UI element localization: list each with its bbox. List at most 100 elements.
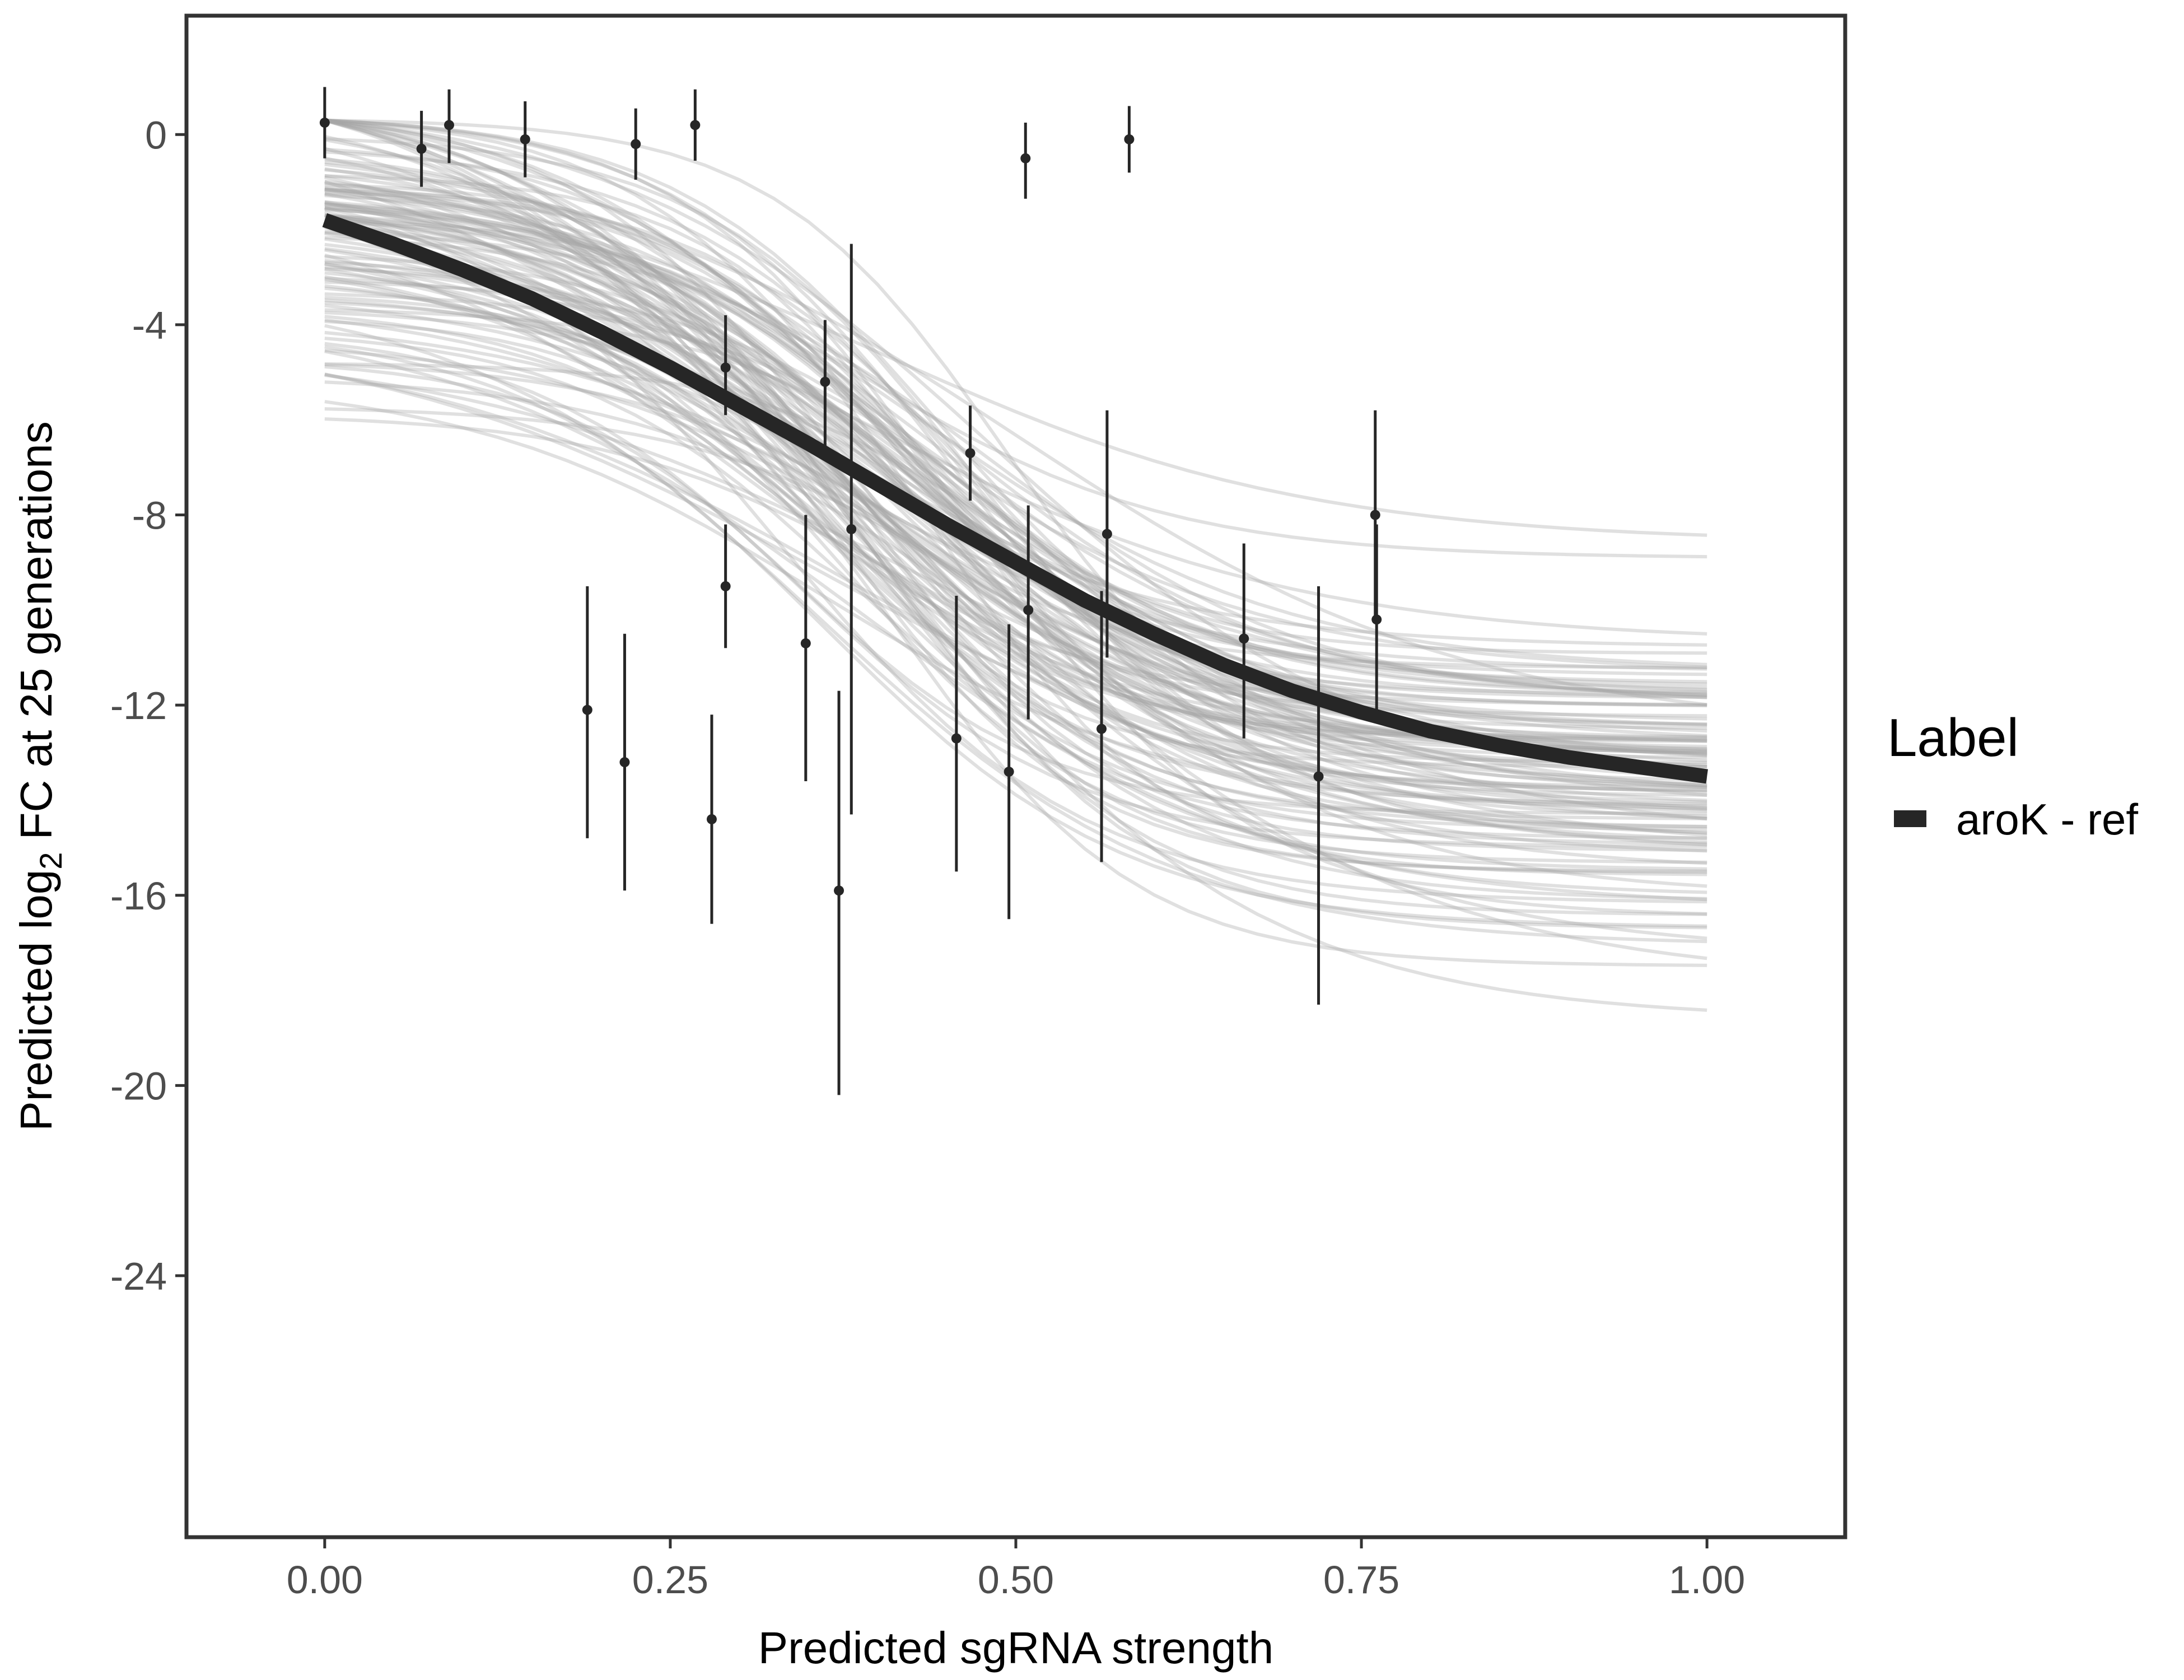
- x-tick-label: 1.00: [1669, 1558, 1745, 1602]
- posterior-draw-line: [324, 118, 1707, 786]
- y-tick-label: -16: [110, 874, 167, 918]
- x-tick-label: 0.25: [632, 1558, 708, 1602]
- data-point: [706, 814, 717, 824]
- posterior-draw-line: [324, 330, 1707, 752]
- posterior-draw-line: [324, 137, 1707, 834]
- posterior-draw-line: [324, 192, 1707, 666]
- fit-line-aroK-ref: [322, 213, 1708, 784]
- y-tick-label: 0: [145, 113, 167, 157]
- posterior-draw-line: [324, 202, 1707, 692]
- posterior-draw-line: [324, 200, 1707, 559]
- data-point: [1020, 153, 1031, 164]
- y-axis-title-prefix: Predicted log: [11, 870, 61, 1131]
- posterior-draw-line: [324, 374, 1707, 780]
- posterior-draw-line: [324, 118, 1707, 726]
- legend-title: Label: [1887, 708, 2019, 768]
- posterior-draw-line: [324, 262, 1707, 837]
- posterior-draw-line: [324, 213, 1707, 743]
- posterior-draw-line: [324, 160, 1707, 852]
- posterior-draw-line: [324, 345, 1707, 928]
- x-tick-label: 0.75: [1323, 1558, 1399, 1602]
- y-axis-title: Predicted log2 FC at 25 generations: [11, 421, 68, 1131]
- posterior-draw-line: [324, 315, 1707, 829]
- posterior-draw-line: [324, 167, 1707, 794]
- posterior-draws: [324, 118, 1707, 1012]
- posterior-draw-line: [324, 174, 1707, 792]
- posterior-draw-line: [324, 318, 1707, 787]
- posterior-draw-line: [324, 231, 1707, 670]
- posterior-draw-line: [324, 118, 1707, 669]
- posterior-draw-line: [324, 362, 1707, 655]
- data-point: [1023, 605, 1034, 615]
- posterior-draw-line: [324, 118, 1707, 788]
- posterior-draw-line: [324, 271, 1707, 864]
- posterior-draw-line: [324, 363, 1707, 769]
- legend: Label aroK - ref: [1887, 708, 2138, 844]
- data-point: [582, 704, 592, 715]
- data-point: [690, 120, 701, 130]
- x-axis-ticks: 0.00 0.25 0.50 0.75 1.00: [287, 1539, 1745, 1602]
- posterior-draw-line: [324, 187, 1707, 757]
- data-point: [619, 757, 630, 768]
- posterior-draw-line: [324, 118, 1707, 813]
- data-point: [951, 733, 962, 744]
- data-point: [820, 376, 830, 387]
- posterior-draw-line: [324, 372, 1707, 835]
- posterior-draw-line: [324, 206, 1707, 810]
- posterior-draw-line: [324, 280, 1707, 693]
- posterior-draw-line: [324, 118, 1707, 792]
- posterior-draw-line: [324, 213, 1707, 689]
- posterior-draw-line: [324, 324, 1707, 944]
- posterior-draw-line: [324, 236, 1707, 767]
- posterior-draw-line: [324, 260, 1707, 930]
- posterior-draw-line: [324, 320, 1707, 768]
- fit-line-layer: [322, 213, 1708, 784]
- posterior-draw-line: [324, 118, 1707, 684]
- posterior-draw-line: [324, 275, 1707, 671]
- data-point: [1239, 633, 1249, 644]
- posterior-draw-line: [324, 150, 1707, 844]
- posterior-draw-line: [324, 174, 1707, 841]
- x-tick-label: 0.50: [978, 1558, 1054, 1602]
- y-axis-ticks: 0 -4 -8 -12 -16 -20 -24: [110, 113, 185, 1298]
- data-points: [319, 87, 1382, 1095]
- data-point: [1124, 134, 1135, 144]
- posterior-draw-line: [324, 286, 1707, 900]
- y-tick-label: -4: [132, 304, 167, 347]
- posterior-draw-line: [324, 342, 1707, 848]
- y-tick-label: -24: [110, 1254, 167, 1298]
- posterior-draw-line: [324, 337, 1707, 840]
- posterior-draw-line: [324, 365, 1707, 815]
- posterior-draw-line: [324, 311, 1707, 686]
- posterior-draw-line: [324, 308, 1707, 694]
- posterior-draw-line: [324, 232, 1707, 853]
- data-point: [965, 448, 976, 459]
- data-point: [1370, 510, 1380, 520]
- posterior-draw-line: [324, 185, 1707, 708]
- posterior-draw-line: [324, 134, 1707, 806]
- y-tick-label: -12: [110, 684, 167, 727]
- posterior-draw-line: [324, 118, 1707, 894]
- x-axis-title: Predicted sgRNA strength: [758, 1623, 1273, 1673]
- posterior-draw-line: [324, 380, 1707, 804]
- posterior-draw-line: [324, 296, 1707, 916]
- legend-label-aroK-ref: aroK - ref: [1956, 795, 2138, 844]
- posterior-draw-line: [324, 118, 1707, 818]
- data-point: [720, 362, 731, 373]
- y-axis-title-subscript: 2: [33, 852, 68, 870]
- plot-panel-border: [184, 13, 1847, 1539]
- posterior-draw-line: [324, 183, 1707, 876]
- posterior-draw-line: [324, 207, 1707, 828]
- data-point: [520, 134, 530, 144]
- posterior-draw-line: [324, 349, 1707, 902]
- posterior-draw-line: [324, 348, 1707, 727]
- data-point: [444, 120, 454, 130]
- posterior-draw-line: [324, 267, 1707, 699]
- posterior-draw-line: [324, 220, 1707, 797]
- posterior-draw-line: [324, 242, 1707, 676]
- data-point: [631, 139, 641, 150]
- data-point: [1371, 614, 1382, 625]
- data-point: [1004, 767, 1014, 777]
